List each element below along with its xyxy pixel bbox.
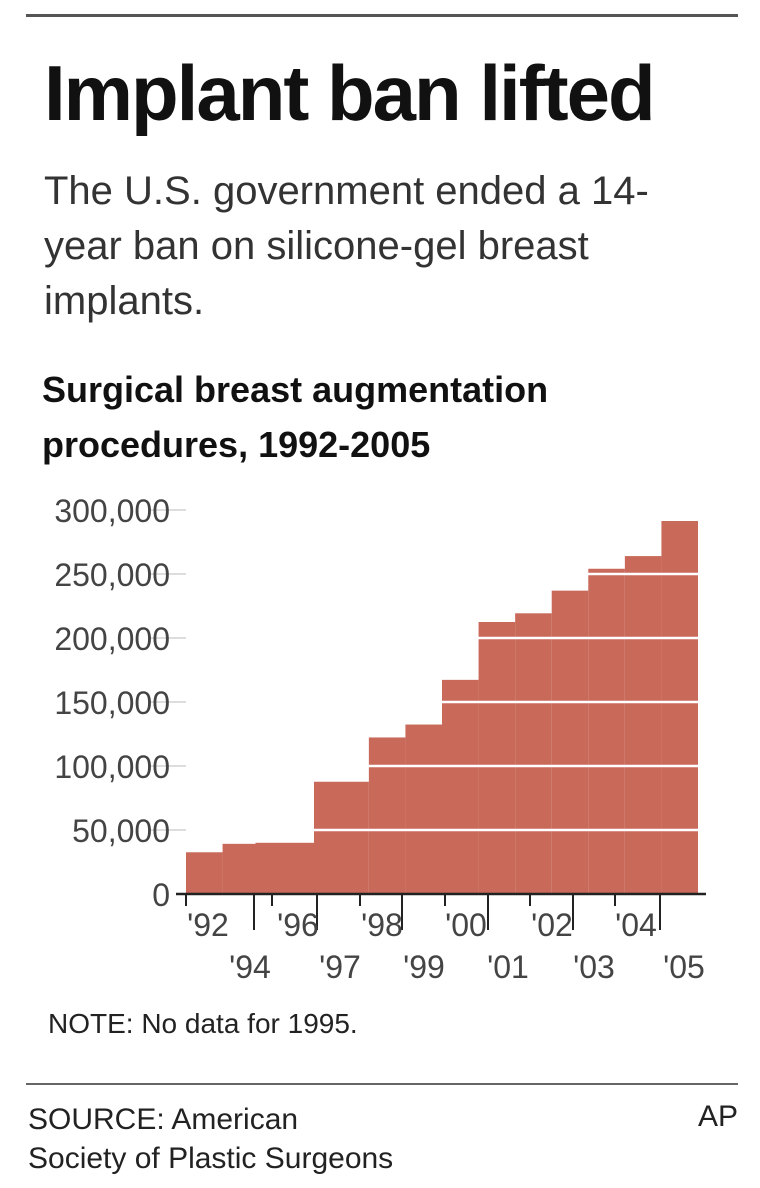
bottom-rule — [26, 1083, 738, 1085]
x-tick-label: '92 — [187, 907, 229, 943]
bar-2003 — [588, 568, 625, 894]
y-tick-label: 250,000 — [54, 557, 170, 593]
x-tick-label: '04 — [615, 907, 657, 943]
bar-2005 — [661, 521, 698, 894]
headline: Implant ban lifted — [44, 49, 656, 137]
y-tick-label: 300,000 — [54, 493, 170, 529]
bar-1996 — [314, 781, 369, 894]
x-tick-label: '00 — [445, 907, 487, 943]
bar-2002 — [551, 590, 589, 894]
x-tick-label: '94 — [229, 949, 271, 985]
credit: AP — [697, 1100, 738, 1133]
top-rule — [26, 14, 738, 17]
bar-1998 — [405, 724, 442, 894]
bar-1993 — [222, 843, 256, 894]
y-tick-label: 50,000 — [72, 813, 170, 849]
bar-1997 — [368, 737, 406, 894]
bar-1994 — [255, 842, 314, 894]
note: NOTE: No data for 1995. — [48, 1008, 358, 1039]
subtitle: The U.S. government ended a 14-year ban … — [44, 169, 649, 323]
chart: 0 50,000 100,000 150,000 200,000 250,000 300,0… — [54, 493, 706, 985]
bar-2001 — [515, 613, 552, 894]
x-tick-label: '03 — [573, 949, 615, 985]
chart-title: Surgical breast augmentation procedures,… — [42, 369, 549, 465]
x-tick-label: '02 — [531, 907, 573, 943]
y-tick-label: 100,000 — [54, 749, 170, 785]
x-tick-label: '99 — [403, 949, 445, 985]
x-tick-label: '01 — [487, 949, 529, 985]
x-tick-label: '05 — [663, 949, 705, 985]
source: SOURCE: American Society of Plastic Surg… — [28, 1100, 393, 1178]
y-tick-label: 0 — [152, 877, 170, 913]
bar-2004 — [624, 556, 662, 894]
y-tick-label: 150,000 — [54, 685, 170, 721]
bar-2000 — [478, 622, 516, 894]
source-line-2: Society of Plastic Surgeons — [28, 1142, 394, 1175]
x-tick-label: '96 — [277, 907, 319, 943]
bar-1999 — [442, 679, 479, 894]
x-tick-label: '97 — [319, 949, 361, 985]
x-tick-label: '98 — [361, 907, 403, 943]
y-tick-label: 200,000 — [54, 621, 170, 657]
source-line-1: SOURCE: American — [28, 1103, 299, 1136]
bar-1992 — [186, 852, 223, 894]
